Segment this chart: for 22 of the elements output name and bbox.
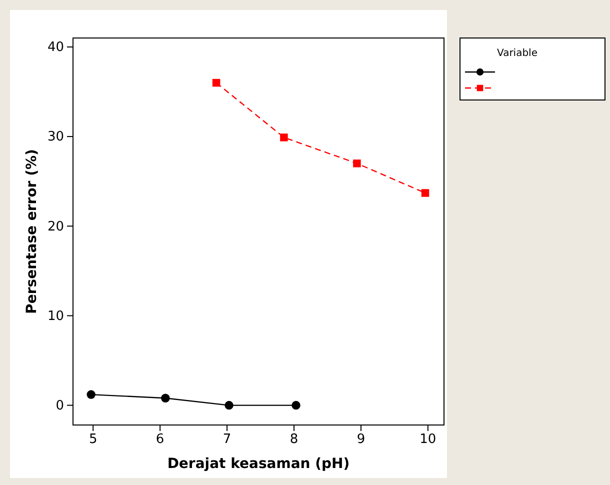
point: [161, 394, 170, 402]
point: [353, 160, 361, 168]
point: [86, 390, 96, 399]
point: [292, 400, 300, 410]
x-tick-label: 7: [222, 432, 232, 448]
y-tick-label: 10: [47, 308, 64, 324]
x-axis-title: Derajat keasaman (pH): [167, 456, 350, 472]
x-tick-label: 8: [290, 432, 298, 448]
x-tick-label: 5: [88, 432, 98, 448]
point: [224, 400, 234, 410]
y-tick-label: 30: [47, 130, 64, 145]
point: [280, 134, 288, 142]
y-tick-label: 20: [47, 219, 64, 234]
x-tick-label: 6: [156, 432, 164, 448]
y-tick-label: 0: [56, 398, 64, 414]
x-tick-label: 10: [420, 432, 436, 448]
y-axis-title: Persentase error (%): [24, 149, 40, 314]
point: [212, 78, 220, 87]
point: [421, 189, 430, 197]
y-tick-label: 40: [47, 40, 64, 56]
legend-title: Variable: [497, 48, 538, 59]
x-tick-label: 9: [356, 432, 366, 448]
